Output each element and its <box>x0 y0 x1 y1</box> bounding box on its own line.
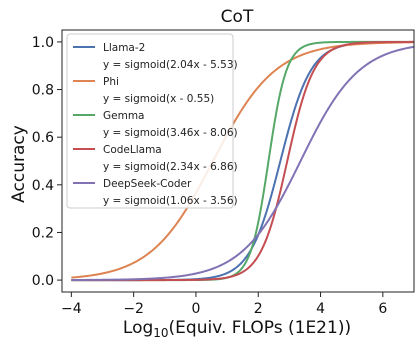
legend-label-codellama: CodeLlama <box>103 144 162 156</box>
x-axis-label-suffix: (Equiv. FLOPs (1E21)) <box>169 318 352 338</box>
legend-formula-phi: y = sigmoid(x - 0.55) <box>103 93 214 105</box>
y-tick-label: 0.4 <box>32 178 54 194</box>
y-tick-label: 0.0 <box>32 273 54 289</box>
chart-title: CoT <box>221 7 254 27</box>
y-tick-label: 1.0 <box>32 35 54 51</box>
legend-label-deepseek-coder: DeepSeek-Coder <box>103 178 192 190</box>
y-axis-label: Accuracy <box>9 125 29 203</box>
x-tick-label: 6 <box>378 301 387 317</box>
legend-formula-gemma: y = sigmoid(3.46x - 8.06) <box>103 127 238 139</box>
y-axis-ticks: 0.0 0.2 0.4 0.6 0.8 1.0 <box>32 35 62 289</box>
x-tick-label: 0 <box>191 301 200 317</box>
series-line-phi <box>71 41 414 279</box>
legend-formula-codellama: y = sigmoid(2.34x - 6.86) <box>103 161 238 173</box>
x-tick-label: −4 <box>61 301 82 317</box>
legend-label-phi: Phi <box>103 76 119 88</box>
legend-formula-deepseek-coder: y = sigmoid(1.06x - 3.56) <box>103 195 238 207</box>
legend-formula-llama-2: y = sigmoid(2.04x - 5.53) <box>103 59 238 71</box>
x-axis-ticks: −4 −2 0 2 4 6 <box>61 292 387 317</box>
plot-area <box>71 40 414 282</box>
legend: Llama-2 y = sigmoid(2.04x - 5.53) Phi y = s… <box>66 33 238 209</box>
x-axis-label: Log10(Equiv. FLOPs (1E21)) <box>123 318 351 340</box>
series-line-deepseek-coder <box>71 45 414 281</box>
x-axis-label-subscript: 10 <box>153 326 168 340</box>
y-tick-label: 0.2 <box>32 225 54 241</box>
plot-frame <box>61 29 415 293</box>
x-tick-label: 2 <box>254 301 263 317</box>
legend-label-gemma: Gemma <box>103 110 145 122</box>
legend-box <box>66 33 234 209</box>
y-tick-label: 0.6 <box>32 130 54 146</box>
x-axis-label-prefix: Log <box>123 318 153 338</box>
x-tick-label: −2 <box>123 301 144 317</box>
y-tick-label: 0.8 <box>32 83 54 99</box>
legend-label-llama-2: Llama-2 <box>103 42 145 54</box>
x-tick-label: 4 <box>316 301 325 317</box>
